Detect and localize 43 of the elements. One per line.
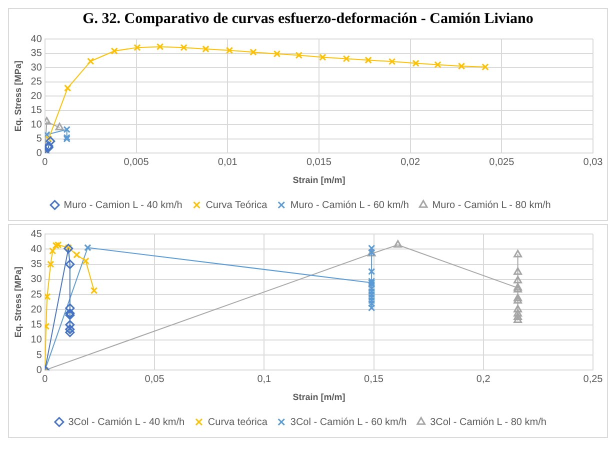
x-tick-label: 0,005 [124,156,150,168]
legend-label: 3Col - Camión L - 40 km/h [68,416,185,428]
y-tick-label: 40 [30,244,42,255]
x-tick-label: 0,03 [583,156,604,168]
y-tick-label: 25 [30,289,42,300]
y-tick-label: 15 [30,320,42,331]
legend-label: 3Col - Camión L - 60 km/h [290,416,407,428]
y-tick-label: 30 [30,274,42,286]
x-tick-label: 0,01 [218,156,238,168]
legend-label: Muro - Camión L - 80 km/h [432,200,551,211]
y-tick-label: 0 [36,148,42,159]
x-tick-label: 0,05 [144,374,165,385]
y-axis-title: Eq. Stress [MPa] [12,266,23,338]
legend-label: Muro - Camión L - 60 km/h [290,200,409,211]
legend-label: Curva teórica [208,416,268,428]
x-tick-label: 0,25 [583,374,604,385]
y-tick-label: 35 [30,48,42,60]
y-tick-label: 10 [30,334,42,346]
y-axis-title: Eq. Stress [MPa] [12,60,23,132]
x-tick-label: 0,015 [306,156,332,168]
y-tick-label: 20 [30,90,42,102]
y-tick-label: 40 [30,34,42,45]
y-tick-label: 35 [30,259,42,270]
y-tick-label: 25 [30,76,42,88]
x-tick-label: 0,025 [489,156,515,168]
chart-title: G. 32. Comparativo de curvas esfuerzo-deformación - Camión Liviano [82,10,534,29]
y-tick-label: 15 [30,105,42,116]
x-axis-title: Strain [m/m] [292,392,346,402]
x-axis-title: Strain [m/m] [292,175,346,186]
y-tick-label: 5 [36,134,42,145]
y-tick-label: 5 [36,350,42,361]
x-tick-label: 0,02 [400,156,420,168]
y-tick-label: 0 [36,364,42,376]
legend-label: Muro - Camion L - 40 km/h [64,200,182,211]
x-tick-label: 0,1 [257,374,272,385]
x-tick-label: 0,15 [364,374,384,385]
legend-label: Curva Teórica [206,200,268,211]
y-tick-label: 20 [30,304,42,316]
legend-label: 3Col - Camión L - 80 km/h [430,416,546,428]
y-tick-label: 10 [30,119,42,130]
y-tick-label: 30 [30,62,42,74]
x-tick-label: 0,2 [476,374,491,385]
y-tick-label: 45 [30,228,42,240]
